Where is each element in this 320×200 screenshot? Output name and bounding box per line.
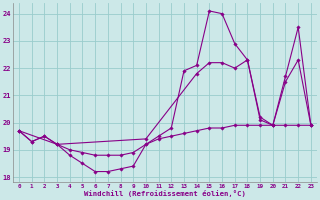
X-axis label: Windchill (Refroidissement éolien,°C): Windchill (Refroidissement éolien,°C)	[84, 190, 246, 197]
